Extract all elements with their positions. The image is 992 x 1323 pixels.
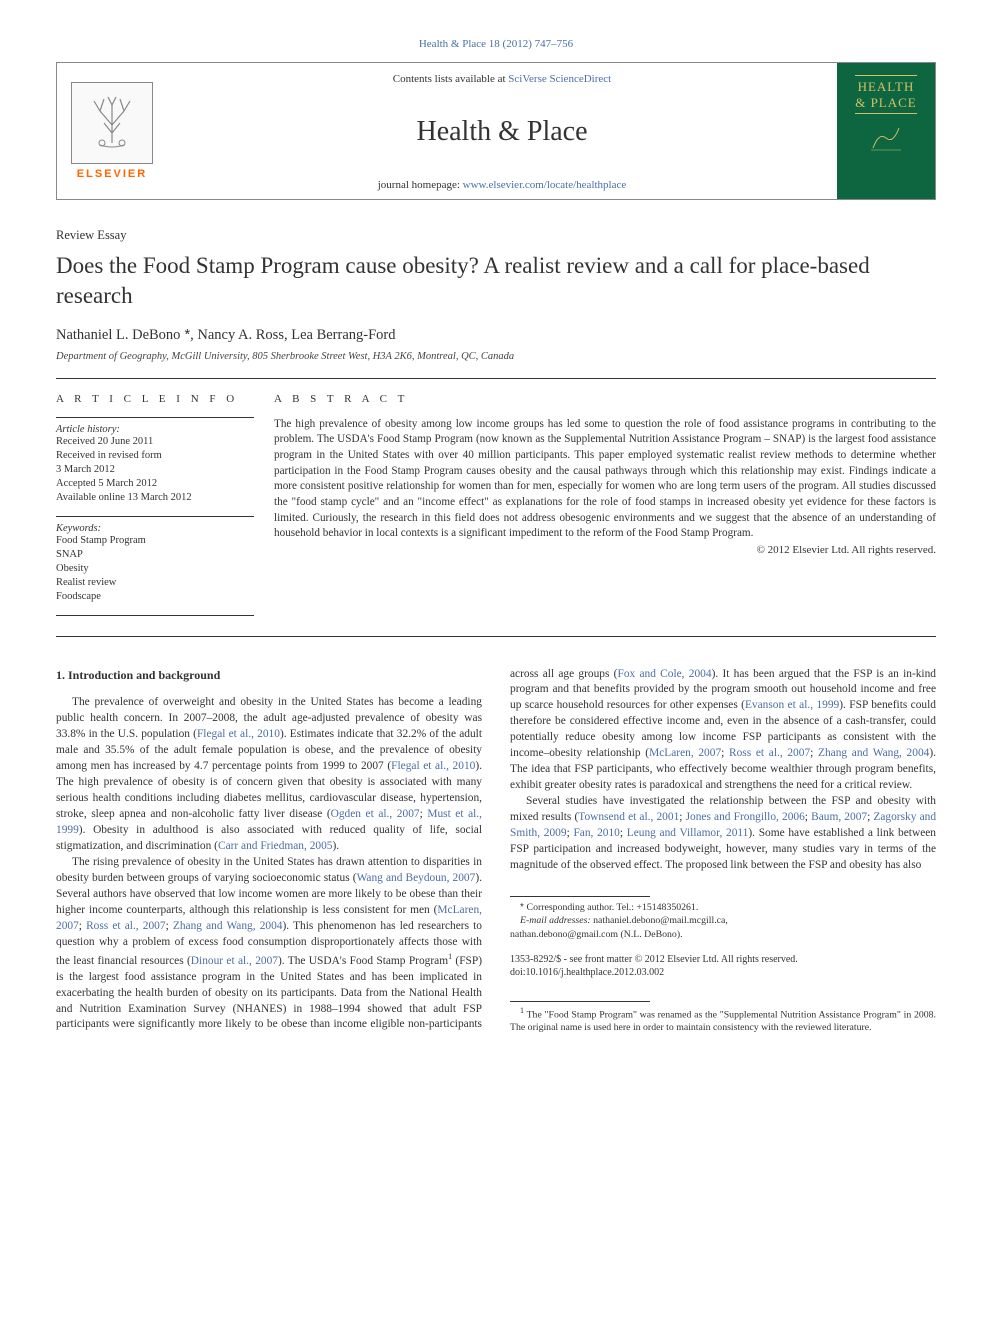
citation-link[interactable]: Zhang and Wang, 2004 — [818, 747, 929, 759]
section-1-heading: 1. Introduction and background — [56, 667, 482, 684]
keyword: Realist review — [56, 576, 254, 590]
footnote-divider — [510, 1001, 650, 1002]
keywords-label: Keywords: — [56, 523, 254, 534]
history-line: Received 20 June 2011 — [56, 435, 254, 449]
abstract-column: A B S T R A C T The high prevalence of o… — [274, 379, 936, 622]
journal-cover-thumb: HEALTH & PLACE — [837, 63, 935, 199]
email-footnote-2: nathan.debono@gmail.com (N.L. DeBono). — [510, 928, 936, 941]
contents-available-line: Contents lists available at SciVerse Sci… — [393, 73, 611, 85]
homepage-prefix: journal homepage: — [378, 179, 463, 191]
citation-link[interactable]: Ogden et al., 2007 — [331, 808, 420, 820]
info-divider — [56, 516, 254, 517]
cover-line2: & PLACE — [855, 95, 917, 110]
front-matter-line: 1353-8292/$ - see front matter © 2012 El… — [510, 953, 936, 966]
elsevier-logo-block: ELSEVIER — [57, 63, 167, 199]
history-label: Article history: — [56, 424, 254, 435]
citation-link[interactable]: McLaren, 2007 — [649, 747, 721, 759]
footnote-divider — [510, 896, 650, 897]
citation-link[interactable]: Evanson et al., 1999 — [745, 699, 839, 711]
doi-line: doi:10.1016/j.healthplace.2012.03.002 — [510, 966, 936, 979]
citation-link[interactable]: Zhang and Wang, 2004 — [173, 920, 283, 932]
article-type: Review Essay — [56, 228, 936, 243]
keyword: Foodscape — [56, 590, 254, 604]
body-paragraph: The prevalence of overweight and obesity… — [56, 695, 482, 855]
citation-link[interactable]: Jones and Frongillo, 2006 — [686, 811, 805, 823]
info-divider — [56, 417, 254, 418]
info-divider — [56, 615, 254, 616]
footnote-1: 1 The "Food Stamp Program" was renamed a… — [510, 1006, 936, 1035]
abstract-copyright: © 2012 Elsevier Ltd. All rights reserved… — [274, 544, 936, 556]
journal-name: Health & Place — [416, 116, 587, 148]
homepage-link[interactable]: www.elsevier.com/locate/healthplace — [463, 179, 627, 191]
corresponding-author-footnote: * Corresponding author. Tel.: +151483502… — [510, 901, 936, 914]
citation-link[interactable]: Ross et al., 2007 — [86, 920, 165, 932]
authors-rest: , Nancy A. Ross, Lea Berrang-Ford — [190, 327, 395, 343]
history-block: Article history: Received 20 June 2011 R… — [56, 424, 254, 506]
keyword: Obesity — [56, 562, 254, 576]
author-corresponding: Nathaniel L. DeBono — [56, 327, 180, 343]
citation-link[interactable]: Dinour et al., 2007 — [191, 955, 278, 967]
homepage-line: journal homepage: www.elsevier.com/locat… — [378, 179, 627, 191]
body-two-column: 1. Introduction and background The preva… — [56, 667, 936, 1035]
citation-link[interactable]: Fox and Cole, 2004 — [617, 668, 711, 680]
affiliation: Department of Geography, McGill Universi… — [56, 351, 936, 362]
journal-header: ELSEVIER Contents lists available at Sci… — [56, 62, 936, 200]
citation-link[interactable]: Flegal et al., 2010 — [197, 728, 280, 740]
cover-decoration-icon — [867, 122, 905, 154]
body-paragraph: Several studies have investigated the re… — [510, 794, 936, 874]
corresponding-marker-icon: * — [180, 327, 190, 343]
citation-link[interactable]: Flegal et al., 2010 — [391, 760, 475, 772]
journal-citation-top[interactable]: Health & Place 18 (2012) 747–756 — [56, 38, 936, 50]
abstract-text: The high prevalence of obesity among low… — [274, 417, 936, 542]
abstract-heading: A B S T R A C T — [274, 393, 936, 405]
keyword: SNAP — [56, 548, 254, 562]
citation-link[interactable]: Leung and Villamor, 2011 — [627, 827, 749, 839]
elsevier-tree-icon — [71, 82, 153, 164]
keyword: Food Stamp Program — [56, 534, 254, 548]
article-info-heading: A R T I C L E I N F O — [56, 393, 254, 405]
citation-link[interactable]: Townsend et al., 2001 — [578, 811, 679, 823]
citation-link[interactable]: Ross et al., 2007 — [729, 747, 810, 759]
citation-link[interactable]: Carr and Friedman, 2005 — [218, 840, 333, 852]
citation-link[interactable]: Wang and Beydoun, 2007 — [357, 872, 476, 884]
footnote-block-left: * Corresponding author. Tel.: +151483502… — [510, 896, 936, 979]
cover-title: HEALTH & PLACE — [855, 75, 917, 114]
history-line: Available online 13 March 2012 — [56, 491, 254, 505]
citation-link[interactable]: Baum, 2007 — [811, 811, 867, 823]
article-title: Does the Food Stamp Program cause obesit… — [56, 251, 936, 311]
article-info-column: A R T I C L E I N F O Article history: R… — [56, 379, 274, 622]
cover-line1: HEALTH — [858, 79, 915, 94]
doi-block: 1353-8292/$ - see front matter © 2012 El… — [510, 953, 936, 979]
history-line: 3 March 2012 — [56, 463, 254, 477]
history-line: Accepted 5 March 2012 — [56, 477, 254, 491]
email-footnote: E-mail addresses: nathaniel.debono@mail.… — [510, 914, 936, 927]
contents-prefix: Contents lists available at — [393, 73, 508, 85]
divider — [56, 636, 936, 637]
keywords-block: Keywords: Food Stamp Program SNAP Obesit… — [56, 523, 254, 605]
sciencedirect-link[interactable]: SciVerse ScienceDirect — [508, 73, 611, 85]
authors-line: Nathaniel L. DeBono *, Nancy A. Ross, Le… — [56, 327, 936, 344]
elsevier-wordmark: ELSEVIER — [77, 168, 147, 180]
citation-link[interactable]: Fan, 2010 — [573, 827, 619, 839]
footnote-block-right: 1 The "Food Stamp Program" was renamed a… — [510, 1001, 936, 1035]
header-center: Contents lists available at SciVerse Sci… — [167, 63, 837, 199]
info-abstract-row: A R T I C L E I N F O Article history: R… — [56, 379, 936, 622]
history-line: Received in revised form — [56, 449, 254, 463]
